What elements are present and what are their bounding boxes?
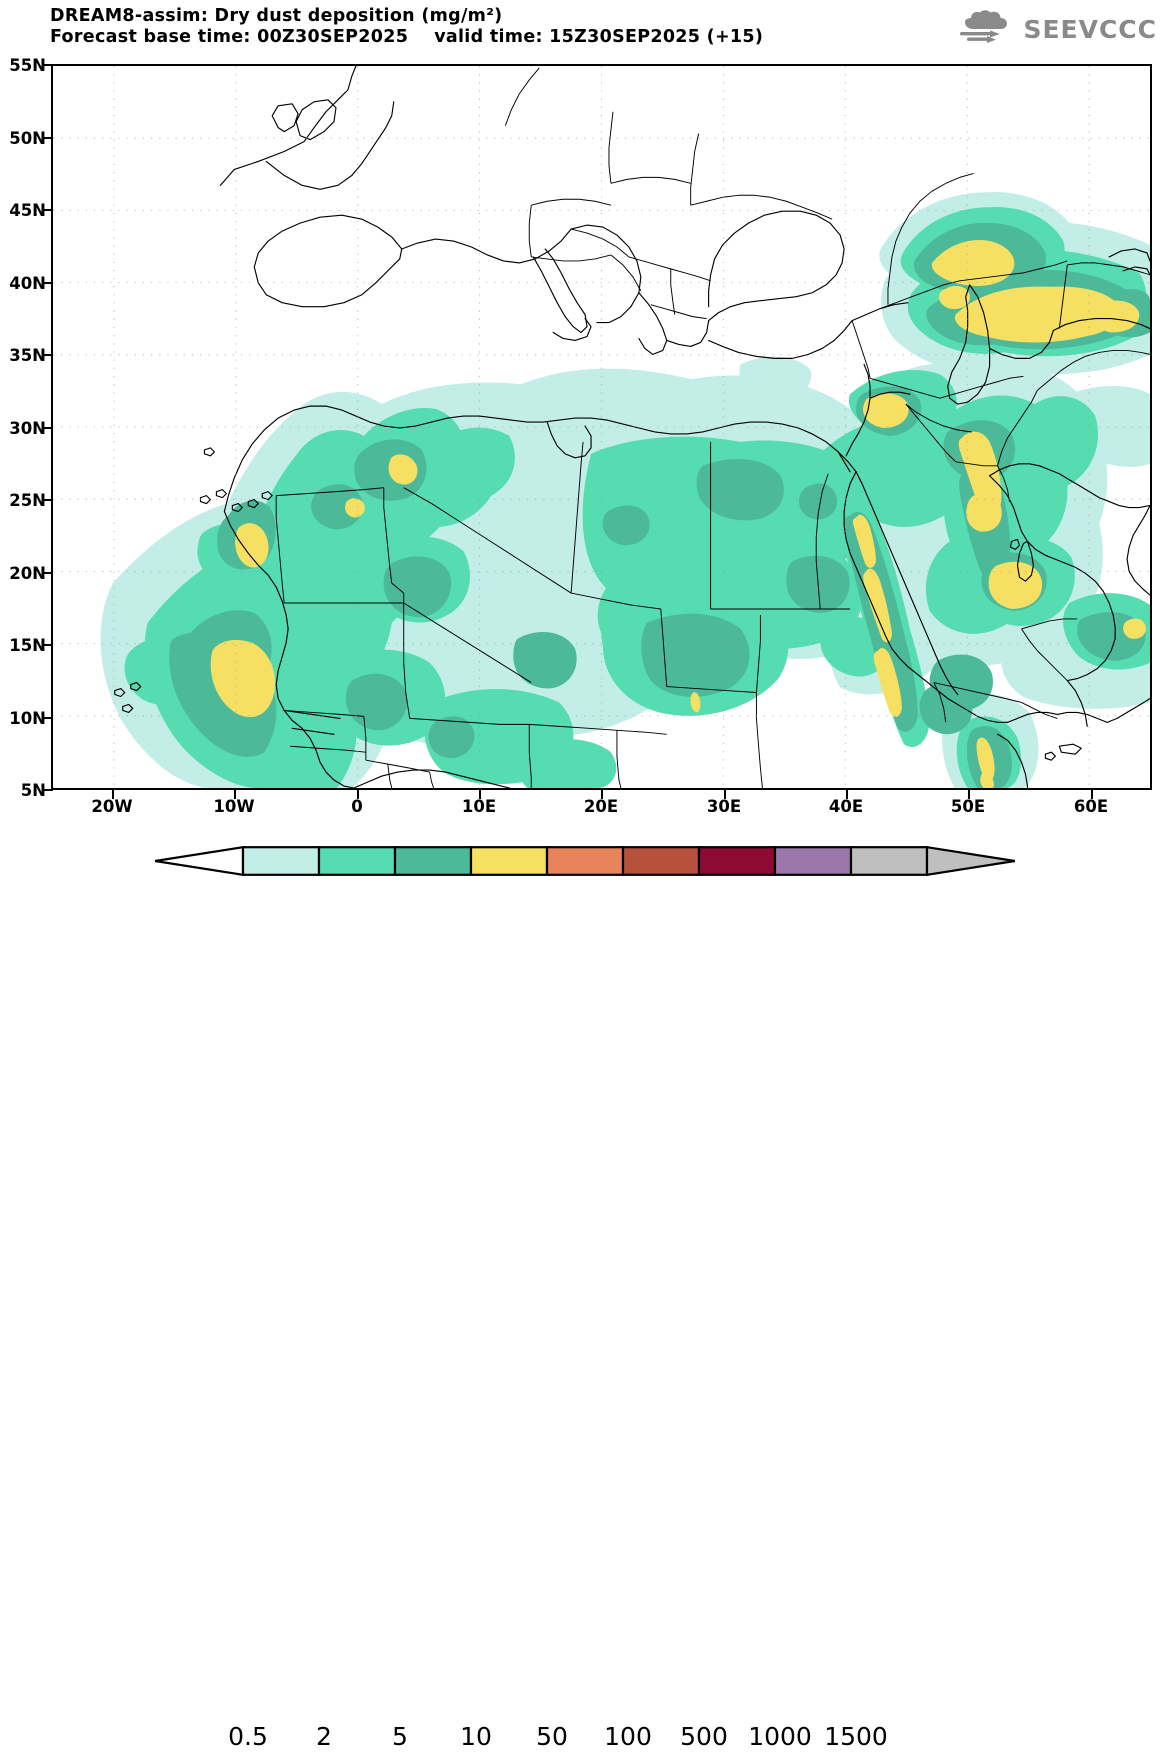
colorbar-tick-label: 5 bbox=[392, 1722, 408, 1751]
colorbar-under-arrow bbox=[155, 846, 245, 876]
colorbar-segment bbox=[849, 846, 929, 876]
y-tick-label: 20N bbox=[9, 564, 46, 583]
x-tick-mark bbox=[846, 790, 848, 799]
colorbar-tick-label: 0.5 bbox=[228, 1722, 268, 1751]
x-tick-mark bbox=[724, 790, 726, 799]
map-gridlines bbox=[53, 66, 1150, 788]
x-tick-label: 30E bbox=[706, 797, 742, 816]
y-tick-mark bbox=[44, 354, 53, 356]
colorbar-tick-label: 10 bbox=[460, 1722, 492, 1751]
y-tick-label: 35N bbox=[9, 346, 46, 365]
y-tick-mark bbox=[44, 282, 53, 284]
x-tick-mark bbox=[601, 790, 603, 799]
colorbar-segment-group bbox=[241, 846, 929, 876]
colorbar-tick-label: 100 bbox=[604, 1722, 652, 1751]
map-canvas bbox=[53, 66, 1150, 788]
colorbar-tick-label: 1000 bbox=[748, 1722, 812, 1751]
chart-title-line2: Forecast base time: 00Z30SEP2025 valid ti… bbox=[50, 27, 763, 48]
colorbar-segment bbox=[241, 846, 321, 876]
y-tick-label: 30N bbox=[9, 419, 46, 438]
y-tick-mark bbox=[44, 644, 53, 646]
x-tick-label: 20E bbox=[583, 797, 619, 816]
map-plot-area bbox=[51, 64, 1152, 790]
y-tick-mark bbox=[44, 572, 53, 574]
map-country-borders bbox=[275, 67, 1150, 788]
chart-title-line1: DREAM8-assim: Dry dust deposition (mg/m²… bbox=[50, 6, 503, 26]
y-tick-mark bbox=[44, 64, 53, 66]
x-tick-mark bbox=[357, 790, 359, 799]
x-tick-label: 40E bbox=[828, 797, 864, 816]
colorbar-segment bbox=[317, 846, 397, 876]
x-tick-mark bbox=[1091, 790, 1093, 799]
x-tick-label: 50E bbox=[950, 797, 986, 816]
colorbar-tick-label: 50 bbox=[536, 1722, 568, 1751]
colorbar-segment bbox=[773, 846, 853, 876]
seevccc-logo: SEEVCCC bbox=[957, 10, 1157, 48]
y-tick-label: 15N bbox=[9, 636, 46, 655]
cloud-wind-icon bbox=[957, 10, 1017, 48]
colorbar-tick-label: 500 bbox=[680, 1722, 728, 1751]
y-tick-label: 45N bbox=[9, 201, 46, 220]
x-tick-mark bbox=[479, 790, 481, 799]
x-tick-label: 20W bbox=[91, 797, 133, 816]
colorbar-tick-label: 2 bbox=[316, 1722, 332, 1751]
y-tick-mark bbox=[44, 137, 53, 139]
x-tick-label: 10E bbox=[461, 797, 497, 816]
colorbar-segment bbox=[469, 846, 549, 876]
y-tick-label: 10N bbox=[9, 709, 46, 728]
y-tick-label: 25N bbox=[9, 491, 46, 510]
x-tick-label: 0 bbox=[351, 797, 363, 816]
forecast-base-time: Forecast base time: 00Z30SEP2025 bbox=[50, 27, 409, 47]
dust-deposition-map bbox=[53, 66, 1150, 788]
y-tick-mark bbox=[44, 209, 53, 211]
map-coastlines bbox=[114, 66, 1150, 788]
x-tick-mark bbox=[234, 790, 236, 799]
x-tick-mark bbox=[968, 790, 970, 799]
colorbar-segment bbox=[697, 846, 777, 876]
dust-forecast-chart: DREAM8-assim: Dry dust deposition (mg/m²… bbox=[9, 6, 1157, 1750]
colorbar-over-arrow bbox=[925, 846, 1015, 876]
y-tick-mark bbox=[44, 789, 53, 791]
colorbar-swatches bbox=[155, 846, 1015, 876]
chart-title-block: DREAM8-assim: Dry dust deposition (mg/m²… bbox=[50, 6, 763, 48]
y-tick-label: 55N bbox=[9, 56, 46, 75]
colorbar-segment bbox=[545, 846, 625, 876]
y-tick-mark bbox=[44, 717, 53, 719]
colorbar-segment bbox=[393, 846, 473, 876]
forecast-valid-time: valid time: 15Z30SEP2025 (+15) bbox=[434, 27, 764, 47]
y-tick-label: 5N bbox=[20, 781, 46, 800]
x-tick-label: 60E bbox=[1073, 797, 1109, 816]
x-tick-mark bbox=[112, 790, 114, 799]
y-tick-mark bbox=[44, 499, 53, 501]
y-tick-label: 50N bbox=[9, 129, 46, 148]
y-tick-mark bbox=[44, 427, 53, 429]
colorbar-tick-label: 1500 bbox=[824, 1722, 888, 1751]
logo-text: SEEVCCC bbox=[1023, 14, 1157, 44]
y-tick-label: 40N bbox=[9, 274, 46, 293]
x-tick-label: 10W bbox=[213, 797, 255, 816]
contour-band-10-50 bbox=[210, 240, 1147, 788]
colorbar-segment bbox=[621, 846, 701, 876]
